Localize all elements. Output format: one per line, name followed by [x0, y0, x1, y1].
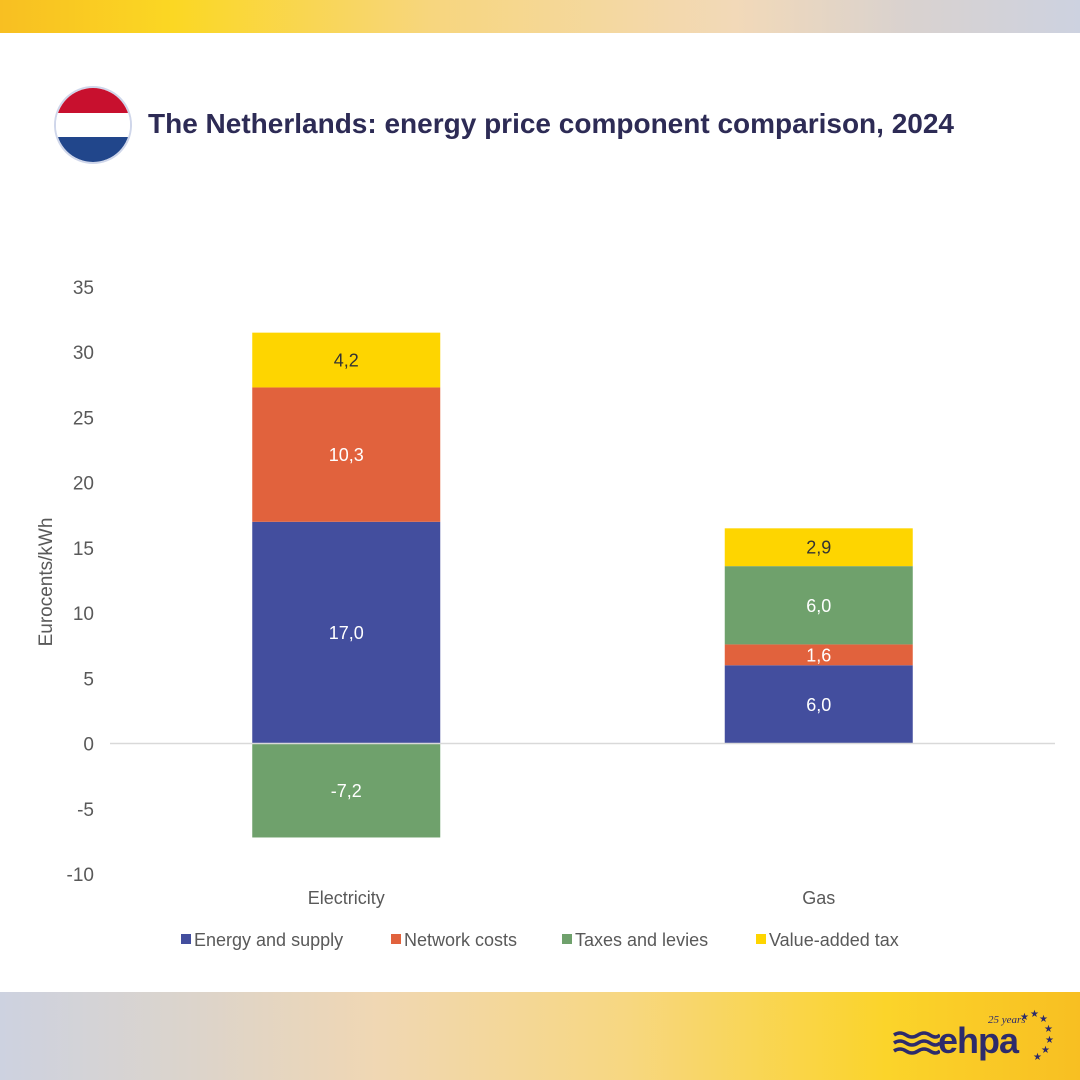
- y-tick-label: 20: [73, 474, 94, 495]
- x-axis: Electricity Gas: [308, 888, 836, 908]
- data-label: 1,6: [806, 645, 831, 665]
- data-label: 4,2: [334, 351, 359, 371]
- svg-text:★: ★: [1045, 1035, 1054, 1046]
- data-label: 17,0: [329, 623, 364, 643]
- y-axis-label: Eurocents/kWh: [36, 518, 57, 647]
- logo-anniversary-badge: 25 years: [988, 1014, 1026, 1026]
- stars-icon: ★ ★ ★ ★★★★: [1020, 1009, 1054, 1063]
- legend-swatch: [181, 934, 191, 944]
- legend-label: Value-added tax: [769, 930, 899, 950]
- x-tick-label: Gas: [802, 888, 835, 908]
- data-label: 6,0: [806, 596, 831, 616]
- y-tick-label: 5: [83, 669, 94, 690]
- bar-segment-taxes-and-levies-gas: [724, 566, 913, 645]
- y-axis: 35 30 25 20 15 10 5 0 -5 -10: [67, 278, 94, 886]
- flag-stripe-white: [56, 112, 130, 138]
- svg-text:★: ★: [1020, 1012, 1029, 1023]
- legend-swatch: [391, 934, 401, 944]
- top-decorative-band: [0, 0, 1080, 33]
- y-tick-label: -5: [77, 800, 94, 821]
- svg-text:★: ★: [1039, 1014, 1048, 1025]
- y-tick-label: 30: [73, 343, 94, 364]
- bar-segment-energy-and-supply-gas: [724, 665, 913, 744]
- svg-text:★: ★: [1044, 1024, 1053, 1035]
- legend-swatch: [562, 934, 572, 944]
- y-tick-label: 10: [73, 604, 94, 625]
- legend-label: Taxes and levies: [575, 930, 708, 950]
- data-label: 6,0: [806, 695, 831, 715]
- y-tick-label: -10: [67, 865, 94, 886]
- legend-label: Network costs: [404, 930, 517, 950]
- chart-title: The Netherlands: energy price component …: [148, 108, 954, 139]
- waves-icon: [893, 1031, 940, 1055]
- y-tick-label: 35: [73, 278, 94, 299]
- bar-segment-taxes-and-levies-electricity: [252, 743, 441, 838]
- y-tick-label: 25: [73, 408, 94, 429]
- legend: Energy and supply Network costs Taxes and …: [181, 930, 899, 950]
- svg-text:★: ★: [1030, 1009, 1039, 1020]
- data-label: -7,2: [331, 781, 362, 801]
- svg-text:★: ★: [1033, 1052, 1042, 1063]
- ehpa-logo: ehpa 25 years ★ ★ ★ ★ ★ ★ ★: [890, 1008, 1060, 1068]
- svg-text:★: ★: [1041, 1045, 1050, 1056]
- y-tick-label: 15: [73, 539, 94, 560]
- bottom-decorative-band: [0, 992, 1080, 1080]
- bar-segment-network-costs-electricity: [252, 387, 441, 522]
- bar-segment-value-added-tax-gas: [724, 528, 913, 567]
- legend-label: Energy and supply: [194, 930, 343, 950]
- x-tick-label: Electricity: [308, 888, 385, 908]
- bar-segment-network-costs-gas: [724, 644, 913, 666]
- data-label: 10,3: [329, 445, 364, 465]
- logo-text: ehpa: [938, 1020, 1019, 1061]
- data-label: 2,9: [806, 538, 831, 558]
- legend-swatch: [756, 934, 766, 944]
- bar-segment-value-added-tax-electricity: [252, 332, 441, 388]
- y-tick-label: 0: [83, 735, 94, 756]
- bar-segment-energy-and-supply-electricity: [252, 521, 441, 744]
- bars: 17,0 10,3 -7,2 4,2 6,0 1,6 6,0 2,9: [252, 332, 913, 838]
